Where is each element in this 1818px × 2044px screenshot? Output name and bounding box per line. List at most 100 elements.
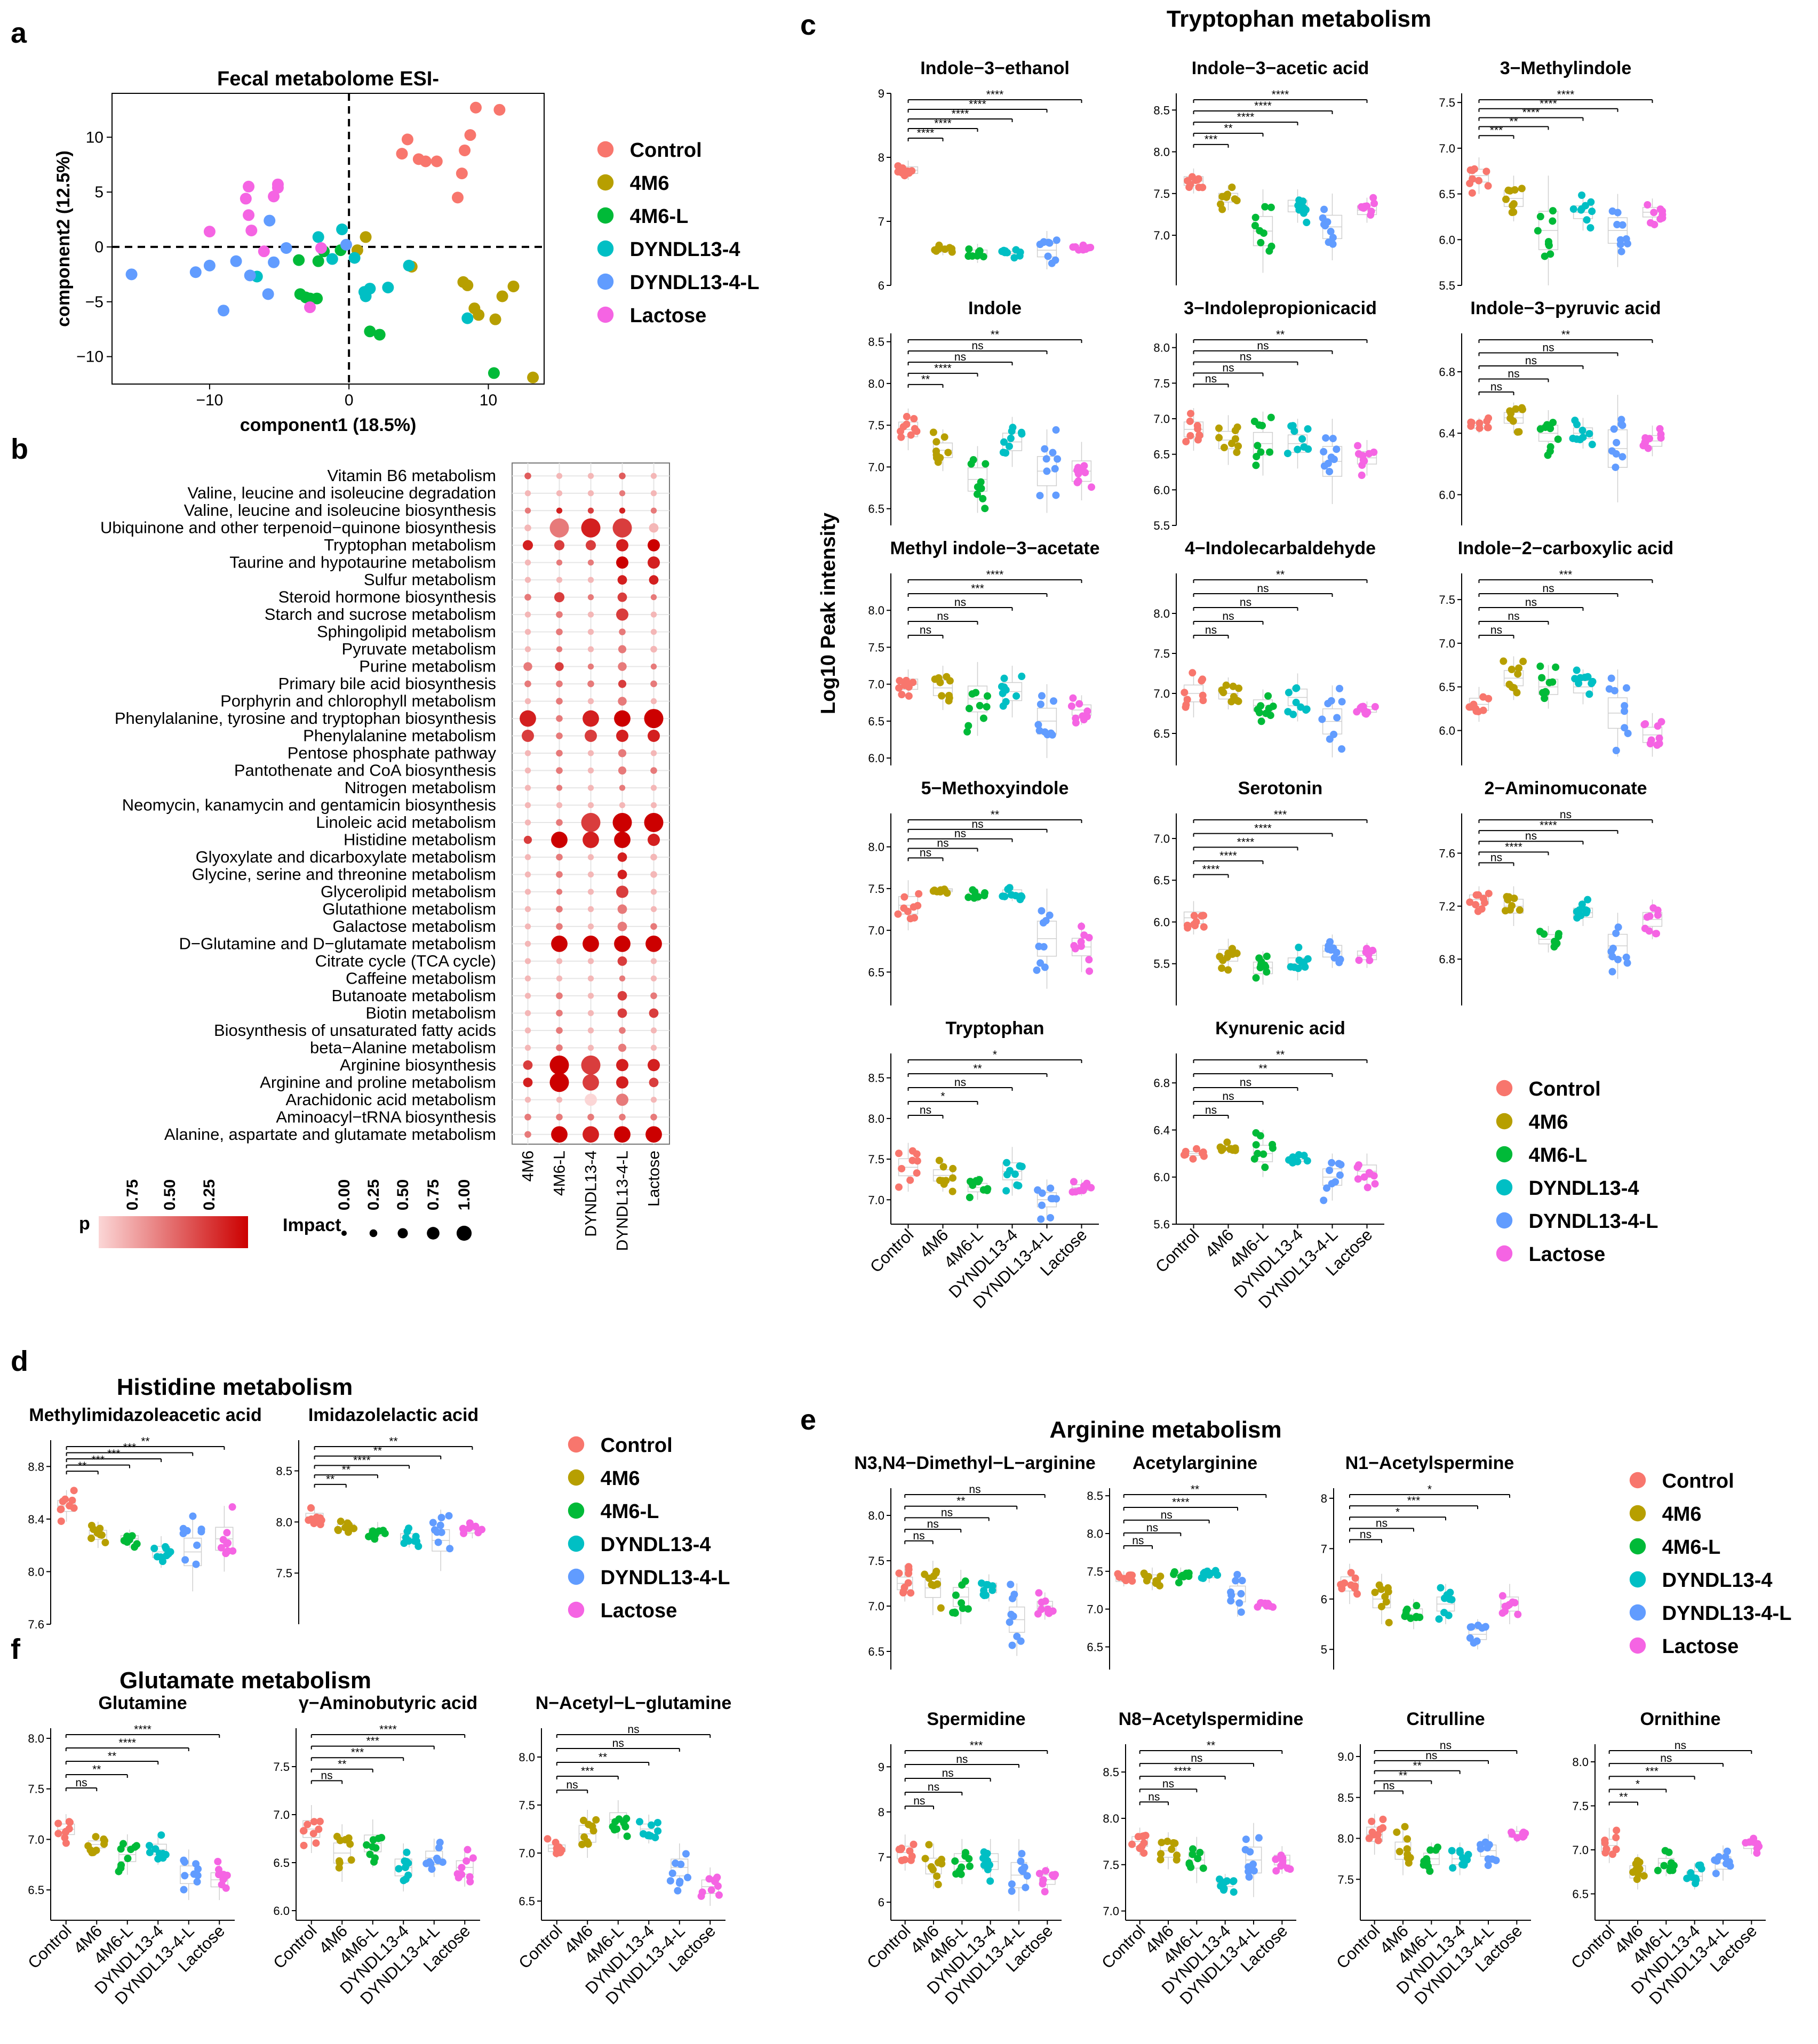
y-tick-label: 6.0	[1439, 233, 1455, 246]
group-legend: Control 4M6 4M6-L DYNDL13-4 DYNDL13-4-L Lacto…	[568, 1434, 730, 1622]
bubble-mark	[618, 1043, 627, 1052]
data-point	[1375, 1581, 1383, 1589]
sig-label: ns	[971, 818, 983, 831]
bubble-mark	[585, 730, 597, 742]
y-tick-label: 8.4	[28, 1513, 44, 1526]
y-tick-label: 6.0	[1153, 1171, 1170, 1184]
data-point	[1366, 1170, 1374, 1178]
sig-label: ns	[1240, 1076, 1251, 1089]
bubble-mark	[549, 518, 569, 538]
pathway-label: Pentose phosphate pathway	[288, 744, 497, 762]
bubble-mark	[556, 577, 563, 583]
data-point	[1320, 1196, 1328, 1204]
bubble-mark	[648, 1059, 660, 1072]
data-point	[181, 1872, 189, 1880]
bubble-mark	[524, 560, 531, 566]
pca-point-Lactose	[243, 209, 255, 221]
sig-label: ns	[321, 1769, 332, 1782]
bubble-mark	[650, 473, 657, 479]
legend-dot-Control	[1629, 1472, 1646, 1489]
bubble-mark	[650, 871, 657, 878]
legend-label-Control: Control	[601, 1434, 673, 1457]
data-point	[1263, 952, 1271, 960]
pathway-label: Biotin metabolism	[365, 1003, 496, 1022]
bubble-mark	[612, 518, 632, 538]
data-point	[1514, 670, 1522, 678]
sig-label: ****	[353, 1454, 371, 1466]
data-point	[1238, 1577, 1246, 1585]
pca-point-4M6-L	[364, 325, 376, 338]
data-point	[1229, 1878, 1237, 1886]
data-point	[1326, 1167, 1334, 1175]
data-point	[904, 1579, 912, 1587]
sig-label: ns	[913, 1795, 925, 1807]
y-tick-label: 8.5	[868, 1072, 884, 1085]
y-tick-label: 7.0	[1439, 637, 1455, 650]
data-point	[945, 697, 953, 705]
data-point	[979, 714, 987, 722]
pathway-label: Steroid hormone biosynthesis	[278, 588, 496, 606]
sig-label: ns	[1257, 582, 1269, 595]
bubble-mark	[650, 507, 657, 514]
data-point	[1252, 1141, 1260, 1149]
y-tick-label: 7.5	[868, 641, 884, 654]
sig-label: ****	[934, 362, 952, 374]
data-point	[898, 1164, 906, 1172]
data-point	[675, 1879, 683, 1887]
data-point	[1468, 189, 1476, 197]
bubble-mark	[649, 1077, 659, 1088]
bubble-mark	[612, 812, 632, 832]
sig-label: *	[1636, 1778, 1640, 1790]
data-point	[1669, 1866, 1677, 1874]
data-point	[62, 1827, 70, 1835]
data-point	[1585, 690, 1593, 698]
data-point	[1365, 450, 1373, 458]
bubble-mark	[617, 575, 627, 585]
data-point	[907, 431, 915, 439]
bubble-mark	[645, 1126, 662, 1143]
bubble-mark	[556, 1044, 563, 1051]
data-point	[1070, 942, 1078, 950]
data-point	[1231, 195, 1239, 203]
bubble-mark	[616, 608, 628, 621]
data-point	[1279, 1857, 1287, 1865]
data-point	[906, 1176, 914, 1184]
data-point	[1003, 1159, 1011, 1167]
data-point	[897, 427, 905, 435]
data-point	[668, 1870, 676, 1878]
data-point	[1404, 1835, 1412, 1843]
data-point	[1328, 1159, 1336, 1167]
bubble-mark	[616, 556, 628, 569]
bubble-mark	[650, 680, 657, 688]
sig-label: **	[92, 1763, 101, 1776]
panel-letter-b: b	[11, 433, 28, 465]
data-point	[1588, 207, 1596, 215]
data-point	[1184, 177, 1192, 185]
data-point	[963, 728, 971, 736]
bubble-xlabel: Lactose	[645, 1151, 663, 1207]
sig-label: ns	[1148, 1791, 1160, 1803]
y-tick-label: 6.0	[1439, 488, 1455, 501]
data-point	[935, 1156, 943, 1164]
data-point	[980, 1848, 988, 1856]
data-point	[1323, 1184, 1331, 1192]
sig-label: ****	[1237, 111, 1255, 123]
bubble-mark	[587, 560, 594, 566]
data-point	[1193, 422, 1201, 430]
data-point	[981, 889, 989, 897]
data-point	[309, 1830, 317, 1838]
panel-title: Indole−2−carboxylic acid	[1458, 538, 1673, 558]
data-point	[1612, 747, 1620, 755]
data-point	[1173, 1851, 1181, 1859]
bubble-mark	[524, 611, 531, 618]
bubble-mark	[524, 507, 531, 514]
data-point	[1467, 702, 1475, 710]
impact-legend-title: Impact	[283, 1215, 341, 1235]
data-point	[1445, 1611, 1453, 1619]
data-point	[1338, 698, 1346, 706]
sig-label: ns	[1660, 1752, 1672, 1764]
data-point	[904, 907, 912, 915]
pca-point-4M6	[360, 231, 372, 243]
